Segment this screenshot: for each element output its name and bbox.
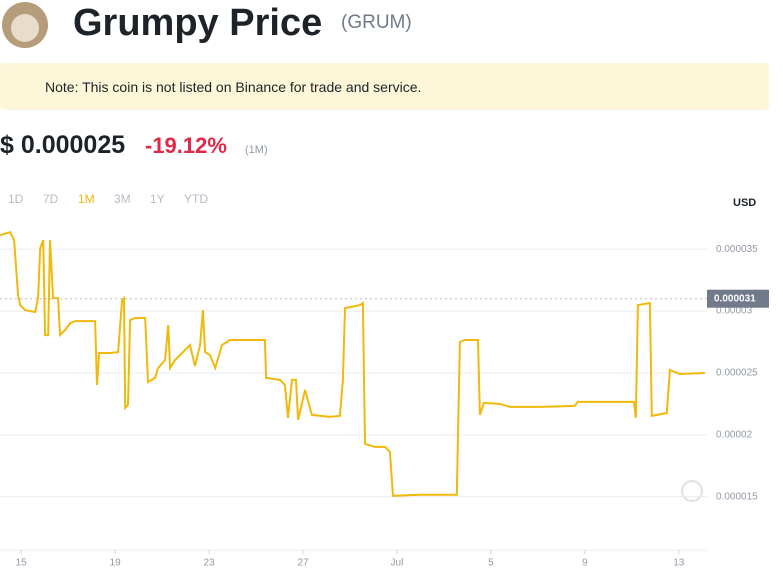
range-button[interactable]: 1M (78, 192, 95, 206)
x-tick-label: 23 (203, 558, 215, 569)
x-tick-label: 13 (673, 558, 685, 569)
price-change: -19.12% (145, 133, 227, 158)
note-text: Note: This coin is not listed on Binance… (45, 79, 422, 95)
range-button[interactable]: YTD (184, 192, 208, 206)
y-tick-label: 0.000035 (716, 244, 758, 255)
x-tick-label: Jul (391, 558, 404, 569)
last-price-label: 0.000031 (714, 293, 756, 304)
y-tick-label: 0.000015 (716, 491, 758, 502)
range-button[interactable]: 3M (114, 192, 131, 206)
coin-avatar-face (11, 14, 39, 42)
x-tick-label: 5 (488, 558, 494, 569)
y-tick-label: 0.00003 (716, 306, 753, 317)
y-tick-label: 0.000025 (716, 368, 758, 379)
x-tick-label: 19 (110, 558, 122, 569)
x-tick-label: 15 (16, 558, 28, 569)
watermark (681, 480, 703, 502)
price: $ 0.000025 (0, 131, 126, 159)
last-price-badge (707, 289, 769, 308)
coin-symbol: (GRUM) (341, 12, 412, 33)
page-title: Grumpy Price (73, 2, 323, 44)
x-tick-label: 27 (297, 558, 309, 569)
currency-label: USD (733, 197, 757, 209)
price-line (0, 230, 705, 497)
x-tick-label: 9 (582, 558, 588, 569)
range-button[interactable]: 1D (8, 192, 24, 206)
change-period: (1M) (245, 144, 268, 156)
y-tick-label: 0.00002 (716, 430, 753, 441)
note-banner (0, 63, 769, 110)
range-button[interactable]: 1Y (150, 192, 165, 206)
range-button[interactable]: 7D (43, 192, 59, 206)
